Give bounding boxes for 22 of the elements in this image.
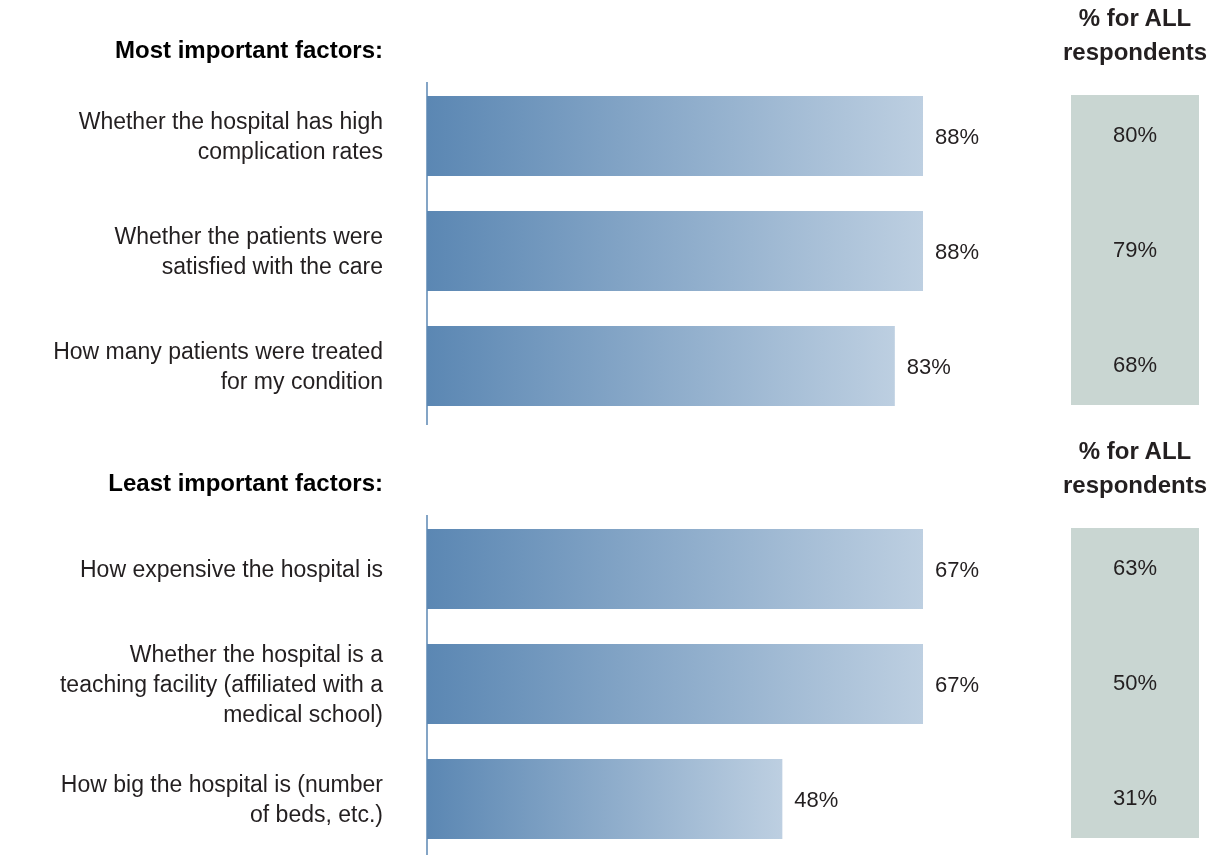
data-label: 83% (906, 354, 951, 379)
data-label: 80% (1112, 122, 1158, 147)
y-tick-label: How big the hospital is (number of beds, etc.) (60, 771, 384, 827)
data-label: 31% (1112, 785, 1158, 810)
data-label: 67% (935, 557, 980, 582)
data-label: 88% (935, 124, 980, 149)
data-label: 48% (794, 787, 839, 812)
data-label: 67% (935, 672, 980, 697)
data-label: 88% (935, 239, 980, 264)
chart-title: Most important factors: (114, 36, 383, 63)
data-label: 68% (1112, 352, 1158, 377)
text: % for ALL respondents (1062, 4, 1208, 65)
y-tick-label: How expensive the hospital is (80, 556, 383, 582)
text: % for ALL respondents (1062, 437, 1208, 498)
y-tick-label: How many patients were treated for my condition (53, 338, 383, 394)
data-label: 79% (1112, 237, 1158, 262)
data-label: 50% (1112, 670, 1158, 695)
chart-title: Least important factors: (108, 469, 383, 496)
data-label: 63% (1112, 555, 1158, 580)
y-tick-label: Whether the hospital is a teaching facility (affiliated with a medical school) (59, 641, 384, 727)
y-tick-label: Whether the hospital has high complication rates (78, 108, 383, 164)
y-tick-label: Whether the patients were satisfied with the care (114, 223, 383, 279)
